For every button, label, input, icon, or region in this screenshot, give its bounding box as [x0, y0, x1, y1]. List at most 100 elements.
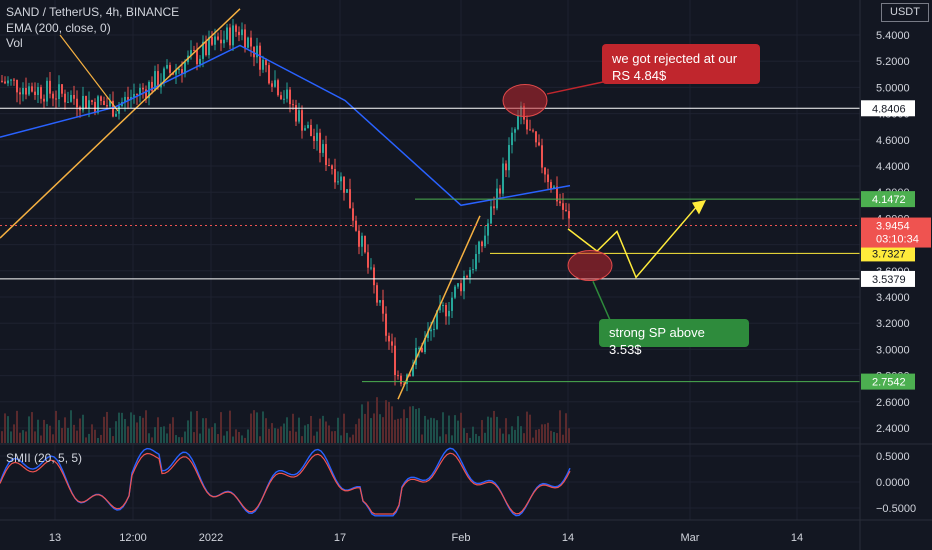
candle-body	[340, 176, 342, 182]
candle-body	[88, 100, 90, 109]
volume-bar	[457, 420, 459, 443]
candle-body	[454, 286, 456, 298]
volume-bar	[322, 415, 324, 443]
candle-body	[289, 89, 291, 105]
volume-bar	[379, 414, 381, 443]
volume-bar	[283, 423, 285, 443]
candle-body	[445, 304, 447, 317]
volume-bar	[109, 427, 111, 443]
candle-body	[400, 375, 402, 384]
x-tick-label: 13	[49, 532, 61, 544]
candle-body	[214, 36, 216, 45]
volume-bar	[340, 435, 342, 443]
y-tick-label: 5.2000	[876, 56, 910, 68]
candle-body	[307, 124, 309, 129]
candle-body	[358, 230, 360, 247]
candle-body	[142, 87, 144, 90]
volume-bar	[76, 430, 78, 443]
candle-body	[544, 167, 546, 175]
candle-body	[55, 98, 57, 100]
volume-bar	[73, 424, 75, 443]
projection-arrowhead	[692, 200, 706, 215]
candle-body	[31, 86, 33, 92]
volume-bar	[241, 435, 243, 443]
resistance-callout: we got rejected at our RS 4.84$	[602, 44, 760, 84]
downtrend-line	[59, 34, 119, 112]
volume-bar	[124, 419, 126, 443]
candle-body	[268, 65, 270, 84]
volume-bar	[280, 426, 282, 443]
x-tick-label: 14	[791, 532, 803, 544]
volume-bar	[424, 415, 426, 443]
candle-body	[505, 163, 507, 171]
price-tag-label: 4.1472	[872, 194, 906, 206]
candle-body	[61, 84, 63, 94]
volume-bar	[118, 412, 120, 443]
volume-bar	[460, 412, 462, 443]
volume-bar	[370, 418, 372, 443]
volume-bar	[187, 420, 189, 443]
candle-body	[547, 174, 549, 183]
currency-selector[interactable]: USDT	[881, 3, 929, 22]
candle-body	[49, 80, 51, 94]
price-tags: 4.8406 4.1472 3.7327 3.5379 2.7542 3.945403:1…	[861, 100, 931, 390]
volume-bar	[553, 432, 555, 443]
candle-body	[565, 209, 567, 212]
volume-bar	[484, 432, 486, 443]
projection-path	[567, 200, 706, 279]
candle-body	[382, 300, 384, 314]
candle-body	[22, 87, 24, 95]
price-tag-label: 3.5379	[872, 274, 906, 286]
smii-tick-label: −0.5000	[876, 503, 916, 515]
volume-bar	[145, 410, 147, 443]
candle-body	[136, 94, 138, 96]
volume-bar	[34, 431, 36, 443]
candle-body	[376, 285, 378, 303]
volume-bar	[211, 427, 213, 443]
x-tick-label: 17	[334, 532, 346, 544]
projection-line	[567, 202, 701, 279]
volume-bar	[418, 408, 420, 443]
volume-bar	[397, 418, 399, 443]
volume-bar	[382, 417, 384, 443]
volume-bar	[223, 435, 225, 443]
volume-bar	[64, 417, 66, 443]
candle-body	[70, 95, 72, 102]
candle-body	[535, 131, 537, 143]
volume-bar	[178, 437, 180, 443]
volume-bar	[256, 412, 258, 443]
candle-body	[433, 328, 435, 330]
candle-body	[271, 83, 273, 87]
volume-bar	[70, 410, 72, 443]
volume-bar	[88, 433, 90, 443]
volume-bar	[163, 426, 165, 443]
volume-bar	[193, 432, 195, 443]
candle-body	[124, 96, 126, 102]
volume-bar	[556, 433, 558, 443]
candle-body	[346, 189, 348, 193]
candle-body	[337, 181, 339, 183]
volume-bar	[151, 437, 153, 443]
volume-bar	[361, 404, 363, 443]
candle-body	[10, 79, 12, 81]
candle-body	[295, 105, 297, 122]
candle-body	[466, 276, 468, 278]
candle-body	[364, 235, 366, 253]
volume-bar	[403, 409, 405, 443]
volume-bar	[265, 418, 267, 443]
candle-body	[256, 45, 258, 58]
volume-bar	[253, 410, 255, 443]
candle-body	[559, 201, 561, 204]
candle-body	[52, 93, 54, 99]
volume-legend: Vol	[6, 36, 23, 50]
candle-body	[157, 71, 159, 88]
volume-bar	[532, 437, 534, 443]
current-price-label: 3.9454	[876, 221, 910, 233]
volume-bar	[175, 435, 177, 443]
candle-body	[250, 37, 252, 47]
candle-body	[427, 331, 429, 338]
candle-body	[40, 87, 42, 99]
volume-bar	[67, 427, 69, 443]
volume-bar	[112, 436, 114, 443]
